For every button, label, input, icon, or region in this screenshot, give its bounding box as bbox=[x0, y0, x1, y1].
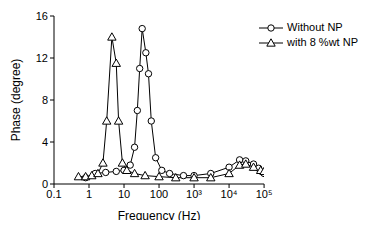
svg-text:Frequency (Hz): Frequency (Hz) bbox=[118, 209, 201, 220]
svg-text:12: 12 bbox=[36, 52, 48, 64]
svg-text:10: 10 bbox=[118, 188, 130, 200]
svg-text:10⁴: 10⁴ bbox=[221, 188, 238, 200]
html-text:with 8 %wt NP: with 8 %wt NP bbox=[287, 36, 358, 48]
svg-text:100: 100 bbox=[150, 188, 168, 200]
html-text:Without NP: Without NP bbox=[287, 21, 343, 33]
svg-text:0.1: 0.1 bbox=[46, 188, 61, 200]
svg-text:16: 16 bbox=[36, 10, 48, 22]
svg-text:4: 4 bbox=[42, 136, 48, 148]
svg-text:10³: 10³ bbox=[186, 188, 202, 200]
svg-text:1: 1 bbox=[86, 188, 92, 200]
svg-text:10⁵: 10⁵ bbox=[256, 188, 273, 200]
svg-text:8: 8 bbox=[42, 94, 48, 106]
svg-text:0: 0 bbox=[42, 178, 48, 190]
svg-text:Phase (degree): Phase (degree) bbox=[9, 59, 23, 142]
